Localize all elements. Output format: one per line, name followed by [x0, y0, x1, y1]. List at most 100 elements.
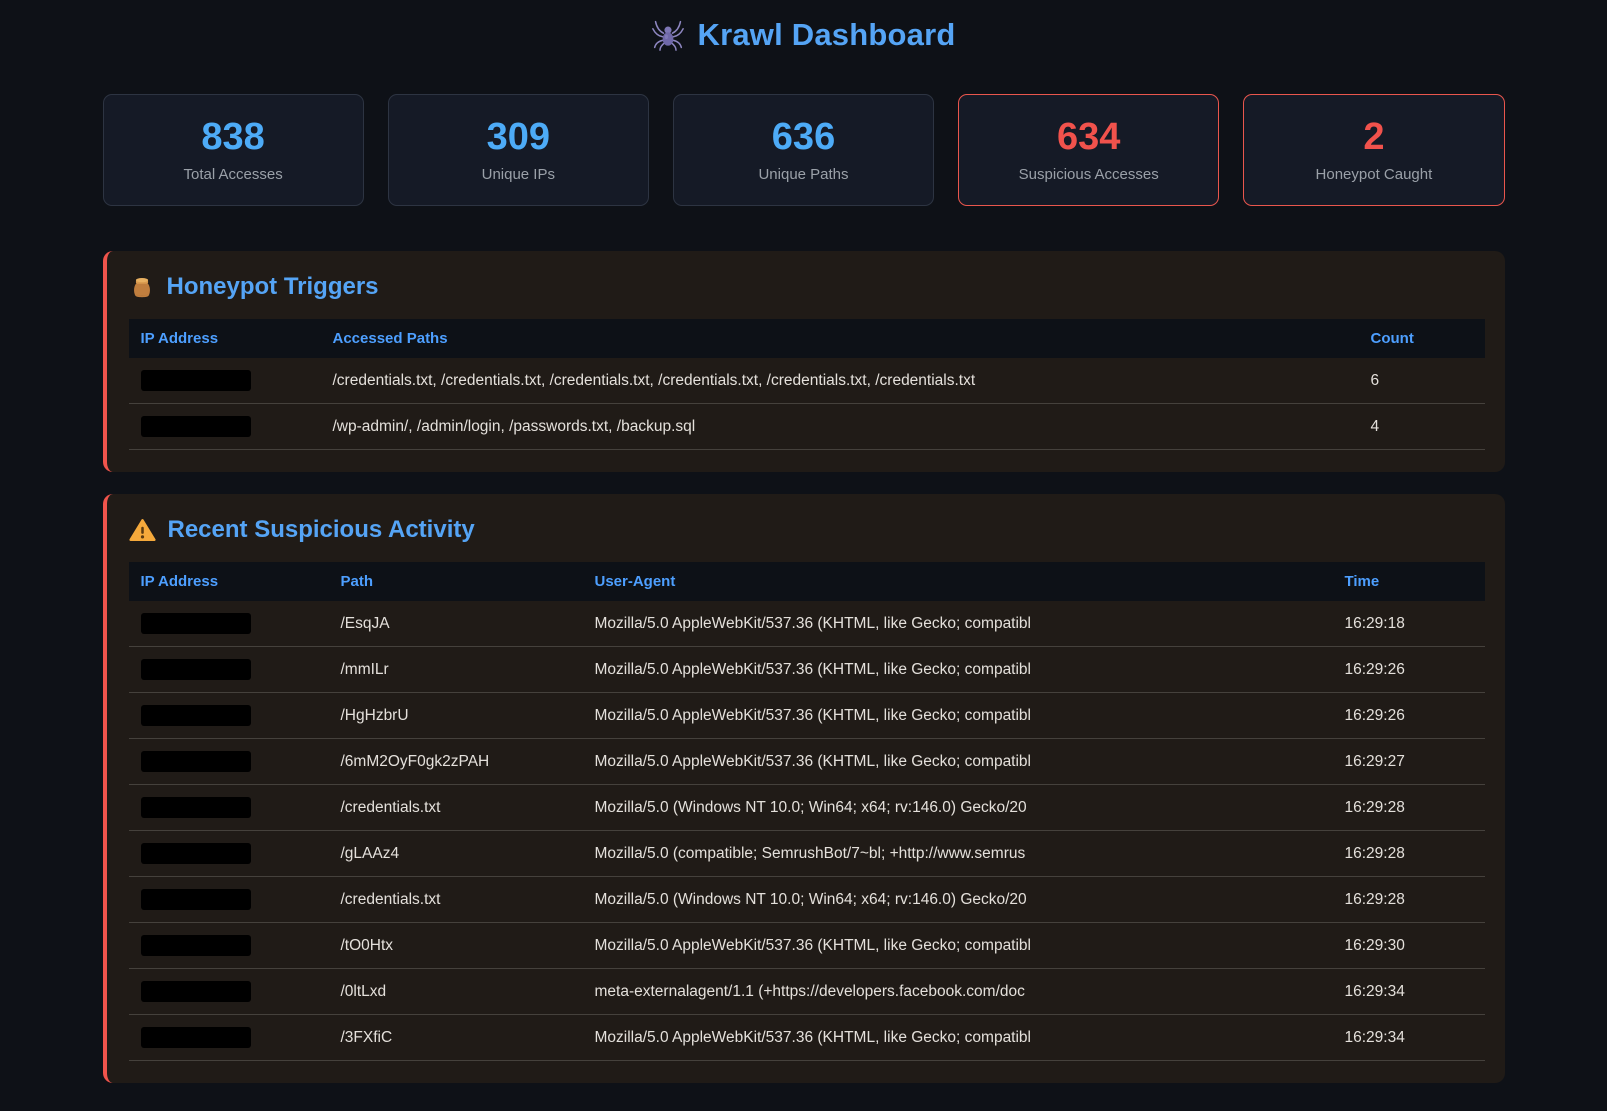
- suspicious-activity-row: /gLAAz4 Mozilla/5.0 (compatible; Semrush…: [128, 830, 1485, 877]
- krawl-dashboard: Krawl Dashboard 838 Total Accesses 309 U…: [102, 0, 1505, 1083]
- ip-cell: [128, 601, 329, 647]
- stat-label: Total Accesses: [183, 165, 283, 183]
- stat-value: 636: [771, 116, 836, 159]
- path-cell: /3FXfiC: [328, 1014, 583, 1061]
- user-agent-cell: Mozilla/5.0 AppleWebKit/537.36 (KHTML, l…: [582, 922, 1333, 969]
- path-cell: /mmILr: [328, 646, 583, 693]
- path-cell: /credentials.txt: [328, 784, 583, 831]
- stat-card-unique-paths: 636 Unique Paths: [672, 94, 935, 206]
- stat-value: 2: [1363, 116, 1385, 159]
- honeypot-title-text: Honeypot Triggers: [166, 273, 379, 300]
- page-title: Krawl Dashboard: [697, 17, 956, 52]
- stat-card-total-accesses: 838 Total Accesses: [102, 94, 364, 206]
- time-cell: 16:29:34: [1332, 968, 1485, 1015]
- suspicious-activity-row: /EsqJA Mozilla/5.0 AppleWebKit/537.36 (K…: [128, 601, 1485, 647]
- redacted-ip-bar: [140, 370, 251, 391]
- stat-label: Unique IPs: [481, 165, 555, 183]
- user-agent-cell: Mozilla/5.0 AppleWebKit/537.36 (KHTML, l…: [582, 601, 1333, 647]
- redacted-ip-bar: [140, 613, 251, 634]
- ip-cell: [128, 738, 329, 785]
- accessed-paths-cell: /credentials.txt, /credentials.txt, /cre…: [320, 358, 1359, 404]
- ip-cell: [128, 692, 329, 739]
- user-agent-cell: meta-externalagent/1.1 (+https://develop…: [582, 968, 1333, 1015]
- redacted-ip-bar: [140, 705, 251, 726]
- redacted-ip-bar: [140, 843, 251, 864]
- time-cell: 16:29:28: [1332, 876, 1485, 923]
- time-cell: 16:29:26: [1332, 646, 1485, 693]
- ip-cell: [128, 1014, 329, 1061]
- column-header-accessed-paths: Accessed Paths: [320, 319, 1359, 358]
- honeypot-icon: [129, 274, 155, 300]
- stat-label: Unique Paths: [758, 165, 849, 183]
- column-header-time: Time: [1332, 562, 1485, 601]
- path-cell: /0ltLxd: [328, 968, 583, 1015]
- honeypot-panel: Honeypot Triggers IP Address Accessed Pa…: [102, 251, 1505, 472]
- stat-label: Honeypot Caught: [1315, 165, 1433, 183]
- suspicious-activity-row: /mmILr Mozilla/5.0 AppleWebKit/537.36 (K…: [128, 646, 1485, 693]
- user-agent-cell: Mozilla/5.0 (Windows NT 10.0; Win64; x64…: [582, 784, 1333, 831]
- stat-card-unique-ips: 309 Unique IPs: [387, 94, 649, 206]
- time-cell: 16:29:34: [1332, 1014, 1485, 1061]
- user-agent-cell: Mozilla/5.0 AppleWebKit/537.36 (KHTML, l…: [582, 646, 1333, 693]
- redacted-ip-bar: [140, 659, 251, 680]
- stat-card-suspicious-accesses: 634 Suspicious Accesses: [958, 94, 1220, 206]
- stats-row: 838 Total Accesses 309 Unique IPs 636 Un…: [102, 94, 1505, 206]
- suspicious-title-text: Recent Suspicious Activity: [167, 516, 475, 543]
- stat-value: 838: [201, 116, 265, 159]
- redacted-ip-bar: [140, 751, 251, 772]
- count-cell: 6: [1358, 358, 1485, 404]
- ip-cell: [128, 784, 329, 831]
- spider-icon: [651, 19, 684, 51]
- ip-cell: [128, 646, 329, 693]
- suspicious-activity-row: /0ltLxd meta-externalagent/1.1 (+https:/…: [128, 968, 1485, 1015]
- user-agent-cell: Mozilla/5.0 AppleWebKit/537.36 (KHTML, l…: [582, 692, 1333, 739]
- honeypot-panel-title: Honeypot Triggers: [129, 273, 1485, 301]
- redacted-ip-bar: [140, 416, 251, 437]
- suspicious-panel-title: Recent Suspicious Activity: [128, 516, 1485, 544]
- user-agent-cell: Mozilla/5.0 (compatible; SemrushBot/7~bl…: [582, 830, 1333, 877]
- header: Krawl Dashboard: [103, 0, 1505, 56]
- ip-cell: [128, 876, 329, 923]
- time-cell: 16:29:26: [1332, 692, 1485, 739]
- column-header-ip-address: IP Address: [128, 319, 321, 358]
- path-cell: /6mM2OyF0gk2zPAH: [328, 738, 583, 785]
- time-cell: 16:29:27: [1332, 738, 1485, 785]
- count-cell: 4: [1358, 403, 1485, 450]
- time-cell: 16:29:18: [1332, 601, 1485, 647]
- suspicious-activity-row: /6mM2OyF0gk2zPAH Mozilla/5.0 AppleWebKit…: [128, 738, 1485, 785]
- suspicious-activity-row: /credentials.txt Mozilla/5.0 (Windows NT…: [128, 784, 1485, 831]
- stat-value: 634: [1057, 116, 1121, 159]
- suspicious-activity-row: /HgHzbrU Mozilla/5.0 AppleWebKit/537.36 …: [128, 692, 1485, 739]
- suspicious-activity-row: /credentials.txt Mozilla/5.0 (Windows NT…: [128, 876, 1485, 923]
- ip-cell: [128, 358, 321, 404]
- honeypot-table-header: IP Address Accessed Paths Count: [128, 319, 1485, 358]
- suspicious-activity-table: IP Address Path User-Agent Time /EsqJA M…: [128, 562, 1485, 1061]
- honeypot-row: /wp-admin/, /admin/login, /passwords.txt…: [128, 403, 1485, 450]
- path-cell: /gLAAz4: [328, 830, 583, 877]
- path-cell: /tO0Htx: [328, 922, 583, 969]
- ip-cell: [128, 830, 329, 877]
- redacted-ip-bar: [140, 1027, 251, 1048]
- user-agent-cell: Mozilla/5.0 (Windows NT 10.0; Win64; x64…: [582, 876, 1333, 923]
- stat-value: 309: [486, 116, 550, 159]
- honeypot-table: IP Address Accessed Paths Count /credent…: [128, 319, 1485, 450]
- column-header-user-agent: User-Agent: [582, 562, 1333, 601]
- time-cell: 16:29:28: [1332, 784, 1485, 831]
- suspicious-activity-row: /tO0Htx Mozilla/5.0 AppleWebKit/537.36 (…: [128, 922, 1485, 969]
- redacted-ip-bar: [140, 889, 251, 910]
- time-cell: 16:29:30: [1332, 922, 1485, 969]
- column-header-ip-address: IP Address: [128, 562, 329, 601]
- honeypot-row: /credentials.txt, /credentials.txt, /cre…: [128, 358, 1485, 404]
- warning-icon: [128, 517, 156, 544]
- redacted-ip-bar: [140, 935, 251, 956]
- path-cell: /EsqJA: [328, 601, 583, 647]
- suspicious-table-header: IP Address Path User-Agent Time: [128, 562, 1485, 601]
- path-cell: /credentials.txt: [328, 876, 583, 923]
- ip-cell: [128, 403, 321, 450]
- stat-label: Suspicious Accesses: [1018, 165, 1159, 183]
- column-header-path: Path: [328, 562, 583, 601]
- redacted-ip-bar: [140, 981, 251, 1002]
- user-agent-cell: Mozilla/5.0 AppleWebKit/537.36 (KHTML, l…: [582, 738, 1333, 785]
- suspicious-activity-panel: Recent Suspicious Activity IP Address Pa…: [102, 494, 1505, 1083]
- stat-card-honeypot-caught: 2 Honeypot Caught: [1243, 94, 1505, 206]
